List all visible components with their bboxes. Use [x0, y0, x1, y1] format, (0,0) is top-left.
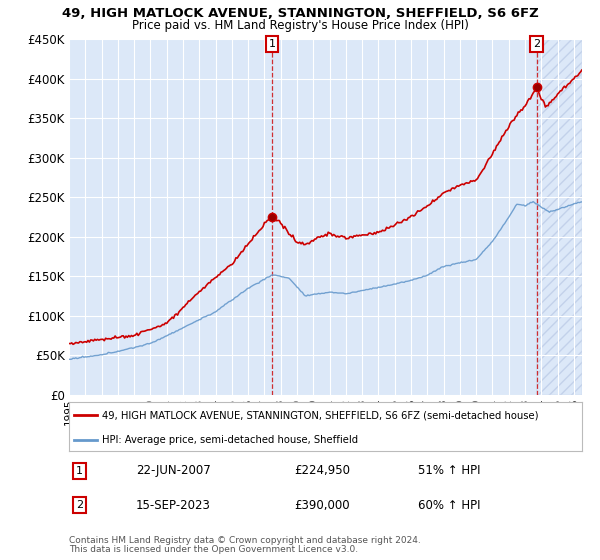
Text: 49, HIGH MATLOCK AVENUE, STANNINGTON, SHEFFIELD, S6 6FZ (semi-detached house): 49, HIGH MATLOCK AVENUE, STANNINGTON, SH… [103, 410, 539, 421]
Text: 15-SEP-2023: 15-SEP-2023 [136, 498, 211, 512]
Text: HPI: Average price, semi-detached house, Sheffield: HPI: Average price, semi-detached house,… [103, 435, 358, 445]
Text: 1: 1 [268, 39, 275, 49]
Text: Price paid vs. HM Land Registry's House Price Index (HPI): Price paid vs. HM Land Registry's House … [131, 19, 469, 32]
Text: 1: 1 [76, 466, 83, 476]
Text: £390,000: £390,000 [295, 498, 350, 512]
Text: 60% ↑ HPI: 60% ↑ HPI [418, 498, 481, 512]
Text: 51% ↑ HPI: 51% ↑ HPI [418, 464, 481, 477]
Polygon shape [536, 39, 582, 395]
Text: 22-JUN-2007: 22-JUN-2007 [136, 464, 211, 477]
Text: 2: 2 [76, 500, 83, 510]
Text: 49, HIGH MATLOCK AVENUE, STANNINGTON, SHEFFIELD, S6 6FZ: 49, HIGH MATLOCK AVENUE, STANNINGTON, SH… [62, 7, 538, 20]
Text: 2: 2 [533, 39, 540, 49]
Text: £224,950: £224,950 [295, 464, 351, 477]
Text: Contains HM Land Registry data © Crown copyright and database right 2024.: Contains HM Land Registry data © Crown c… [69, 536, 421, 545]
Text: This data is licensed under the Open Government Licence v3.0.: This data is licensed under the Open Gov… [69, 545, 358, 554]
